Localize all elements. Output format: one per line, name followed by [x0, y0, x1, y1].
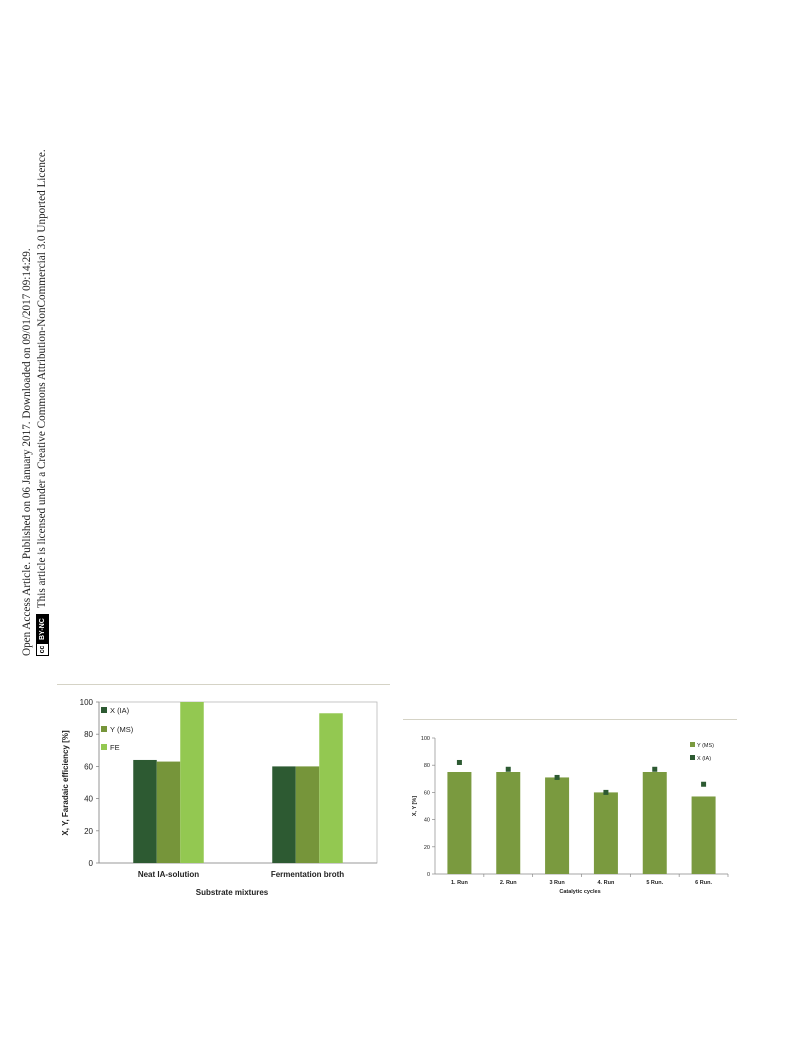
- legend-swatch-fe: [101, 744, 107, 750]
- y-tick-label: 40: [424, 818, 430, 824]
- legend-swatch-x-ia: [101, 707, 107, 713]
- notice-line-1: Open Access Article. Published on 06 Jan…: [21, 248, 33, 656]
- x-tick-label: 6 Run.: [695, 880, 712, 886]
- rule-left: [57, 684, 390, 685]
- point-x-ia-3-run: [554, 774, 560, 780]
- chart-catalytic-cycles: 0 20 40 60 80 100 1. Run 2. Run 3 Run 4. Run 5 Run…: [412, 736, 729, 895]
- y-tick-label: 0: [427, 872, 430, 878]
- x-tick-label: 4. Run: [598, 880, 615, 886]
- bar-y-ms-neat-ia-solution: [156, 761, 181, 863]
- legend: Y (MS) X (IA): [690, 742, 714, 762]
- x-axis-label: Catalytic cycles: [559, 889, 600, 895]
- bar-y-ms-4-run: [593, 792, 618, 874]
- notice-line-2: This article is licensed under a Creativ…: [36, 149, 48, 609]
- legend: X (IA) Y (MS) FE: [101, 706, 134, 752]
- y-tick-label: 80: [424, 763, 430, 769]
- cc-icon: cc: [37, 643, 48, 655]
- y-axis-label: X, Y, Faradaic efficiency [%]: [61, 730, 70, 836]
- legend-label-y-ms: Y (MS): [697, 743, 714, 749]
- y-tick-label: 80: [84, 730, 93, 739]
- x-tick-label: 3 Run: [549, 880, 565, 886]
- y-tick-label: 0: [89, 859, 94, 868]
- x-tick-label: 1. Run: [451, 880, 468, 886]
- point-x-ia-1-run: [456, 759, 462, 765]
- y-tick-label: 20: [424, 845, 430, 851]
- bar-fe-fermentation-broth: [319, 713, 343, 863]
- y-tick-label: 60: [84, 762, 93, 771]
- bar-y-ms-2-run: [496, 772, 521, 874]
- legend-label-x-ia: X (IA): [697, 756, 711, 762]
- bar-y-ms-fermentation-broth: [295, 766, 320, 863]
- legend-label-x-ia: X (IA): [110, 706, 130, 715]
- point-x-ia-6-run: [701, 781, 707, 787]
- x-tick-label: Neat IA-solution: [138, 870, 199, 879]
- x-axis-label: Substrate mixtures: [196, 888, 269, 897]
- legend-label-y-ms: Y (MS): [110, 725, 134, 734]
- legend-swatch-y-ms: [101, 726, 107, 732]
- licence-notice: Open Access Article. Published on 06 Jan…: [20, 149, 50, 656]
- x-tick-label: 5 Run.: [646, 880, 663, 886]
- x-tick-label: Fermentation broth: [271, 870, 344, 879]
- y-tick-label: 40: [84, 795, 93, 804]
- chart-substrate-mixtures: 0 20 40 60 80 100 Neat IA-solution Fermentation…: [61, 698, 378, 897]
- legend-swatch-x-ia: [690, 755, 695, 760]
- y-tick-label: 100: [421, 736, 430, 742]
- point-x-ia-2-run: [505, 766, 511, 772]
- bar-y-ms-5-run: [642, 772, 667, 874]
- point-x-ia-4-run: [603, 789, 609, 795]
- bar-y-ms-6-run: [691, 796, 716, 874]
- legend-swatch-y-ms: [690, 742, 695, 747]
- bar-fe-neat-ia-solution: [180, 702, 204, 863]
- bar-y-ms-1-run: [447, 772, 472, 874]
- bar-x-ia-fermentation-broth: [272, 766, 296, 863]
- rule-right: [403, 719, 737, 720]
- y-tick-label: 60: [424, 790, 430, 796]
- cc-badge-text: BY-NC: [37, 615, 48, 643]
- legend-label-fe: FE: [110, 743, 120, 752]
- cc-licence-badge[interactable]: cc BY-NC: [36, 614, 49, 656]
- bar-x-ia-neat-ia-solution: [133, 759, 157, 863]
- y-tick-label: 20: [84, 827, 93, 836]
- point-x-ia-5-run: [652, 766, 658, 772]
- y-axis-label: X, Y [%]: [412, 796, 418, 816]
- bar-y-ms-3-run: [545, 777, 570, 874]
- x-tick-label: 2. Run: [500, 880, 517, 886]
- y-tick-label: 100: [80, 698, 94, 707]
